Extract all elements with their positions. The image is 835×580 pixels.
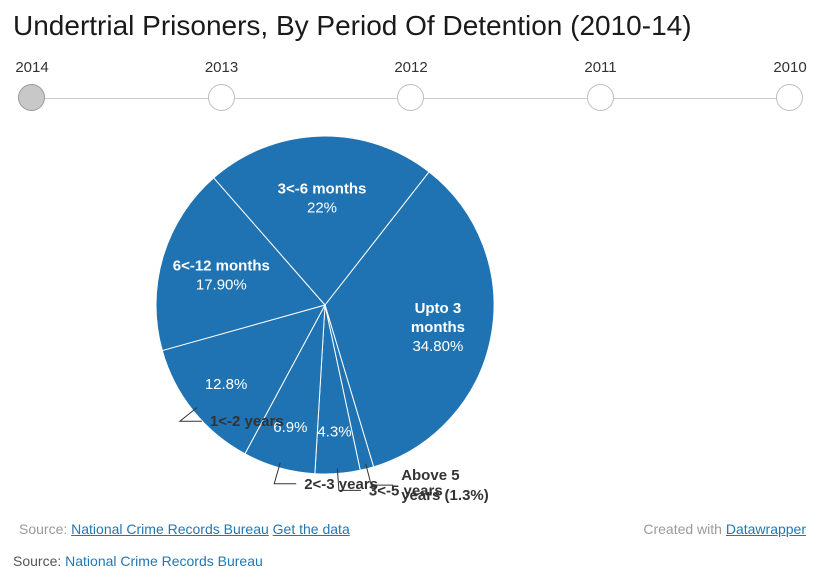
leader-line [365, 463, 394, 486]
timeline-dot[interactable] [18, 84, 45, 111]
timeline-year-2010[interactable]: 2010 [760, 55, 820, 119]
slice-value-label: 4.3% [317, 423, 351, 440]
footer-source: Source: National Crime Records Bureau Ge… [19, 521, 350, 537]
created-with-text: Created with [643, 521, 722, 537]
slice-value-label: 22% [307, 199, 337, 216]
pie-slice-3-6-months [212, 135, 430, 306]
timeline-year-2014[interactable]: 2014 [2, 55, 62, 119]
slice-label: Upto 3 [415, 300, 462, 317]
timeline-dot[interactable] [586, 84, 614, 111]
datawrapper-link[interactable]: Datawrapper [725, 521, 806, 537]
slice-label: 6<-12 months [173, 258, 270, 275]
footer-credit: Created with Datawrapper [643, 521, 806, 537]
year-timeline: 2014 2013 2012 2011 2010 [0, 55, 835, 125]
slice-outside-label: 2<-3 years [304, 476, 378, 493]
get-data-link[interactable]: Get the data [272, 521, 350, 537]
slice-value-label: 12.8% [205, 376, 248, 393]
slice-label: 3<-6 months [278, 180, 367, 197]
leader-line [178, 407, 202, 422]
pie-slice-upto-3-months [324, 171, 495, 468]
slice-outside-label: 3<-5 years [369, 482, 443, 499]
pie-chart: Upto 3 months 34.80% Above 5 years (1.3%) 4.3… [155, 135, 495, 504]
slice-label: months [411, 319, 465, 336]
slice-value-label: 6.9% [273, 419, 307, 436]
timeline-year-2013[interactable]: 2013 [192, 55, 252, 119]
timeline-dot[interactable] [397, 84, 424, 111]
timeline-dot[interactable] [776, 84, 803, 111]
timeline-year-2012[interactable]: 2012 [381, 55, 441, 119]
slice-value-label: 34.80% [412, 338, 463, 355]
pie-slice-6-12-months [155, 177, 326, 352]
timeline-year-label: 2010 [773, 59, 807, 76]
bottom-source-link[interactable]: National Crime Records Bureau [65, 553, 263, 569]
slice-outside-label: 1<-2 years [210, 413, 284, 430]
timeline-year-label: 2012 [394, 59, 428, 76]
slice-outside-label: years (1.3%) [401, 487, 489, 504]
timeline-year-label: 2014 [15, 59, 49, 76]
footer-source-link[interactable]: National Crime Records Bureau [71, 521, 269, 537]
slice-outside-label: Above 5 [401, 467, 459, 484]
timeline-year-2011[interactable]: 2011 [571, 55, 631, 119]
timeline-year-label: 2011 [584, 59, 617, 76]
chart-title: Undertrial Prisoners, By Period Of Deten… [13, 10, 692, 41]
timeline-year-label: 2013 [204, 59, 239, 76]
bottom-source-prefix: Source: [13, 553, 62, 569]
slice-value-label: 17.90% [196, 277, 247, 294]
leader-line [273, 462, 297, 485]
timeline-dot[interactable] [207, 84, 235, 111]
footer-source-prefix: Source: [19, 521, 68, 537]
bottom-source: Source: National Crime Records Bureau [13, 553, 263, 569]
leader-line [336, 468, 361, 491]
